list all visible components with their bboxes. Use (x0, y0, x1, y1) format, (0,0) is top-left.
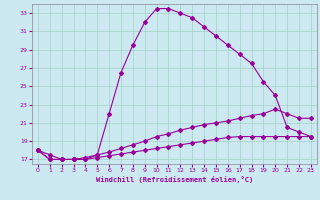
X-axis label: Windchill (Refroidissement éolien,°C): Windchill (Refroidissement éolien,°C) (96, 176, 253, 183)
